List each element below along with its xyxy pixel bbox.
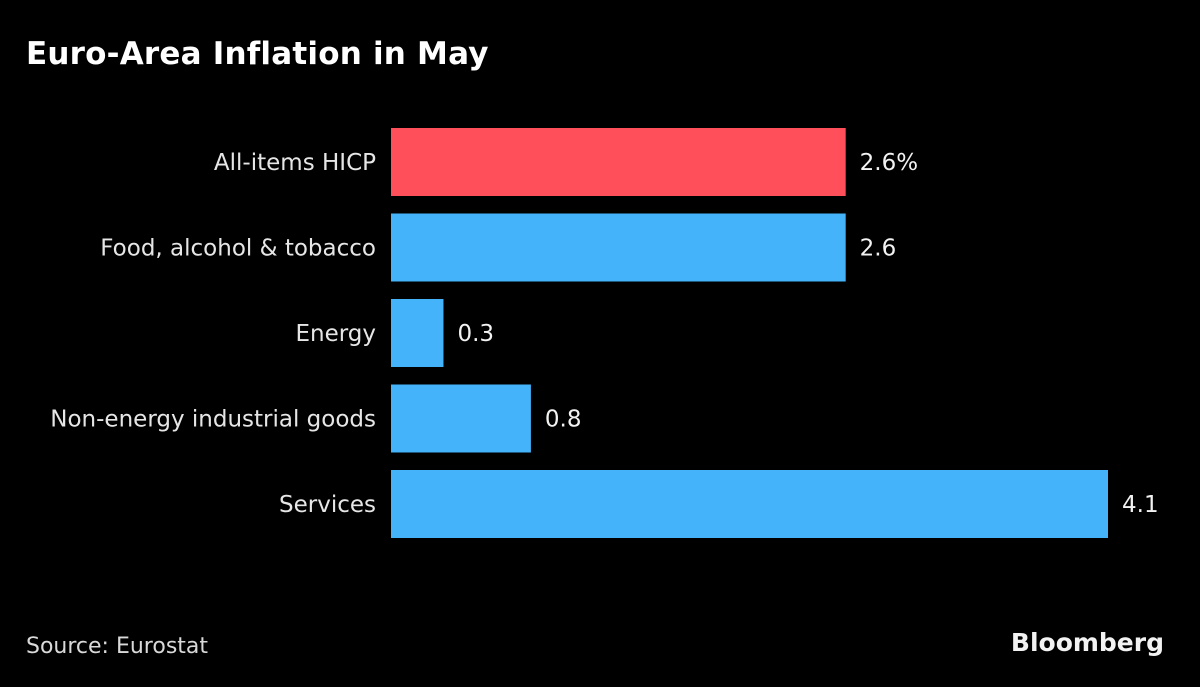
- bloomberg-logo: Bloomberg: [1010, 628, 1164, 657]
- category-label: Energy: [295, 321, 376, 347]
- category-label: All-items HICP: [214, 150, 376, 176]
- category-label: Food, alcohol & tobacco: [100, 236, 376, 262]
- value-label: 2.6%: [860, 150, 918, 176]
- chart-title: Euro-Area Inflation in May: [26, 36, 489, 72]
- bar-1: [391, 213, 846, 282]
- bar-4: [391, 470, 1108, 538]
- bar-2: [391, 299, 444, 367]
- value-label: 2.6: [860, 236, 897, 262]
- category-label: Non-energy industrial goods: [50, 407, 376, 433]
- category-label: Services: [279, 492, 376, 518]
- source-note: Source: Eurostat: [26, 634, 209, 659]
- value-label: 4.1: [1122, 492, 1159, 518]
- value-label: 0.3: [457, 321, 494, 347]
- bar-3: [391, 384, 531, 453]
- bar-0: [391, 128, 846, 196]
- value-label: 0.8: [545, 407, 582, 433]
